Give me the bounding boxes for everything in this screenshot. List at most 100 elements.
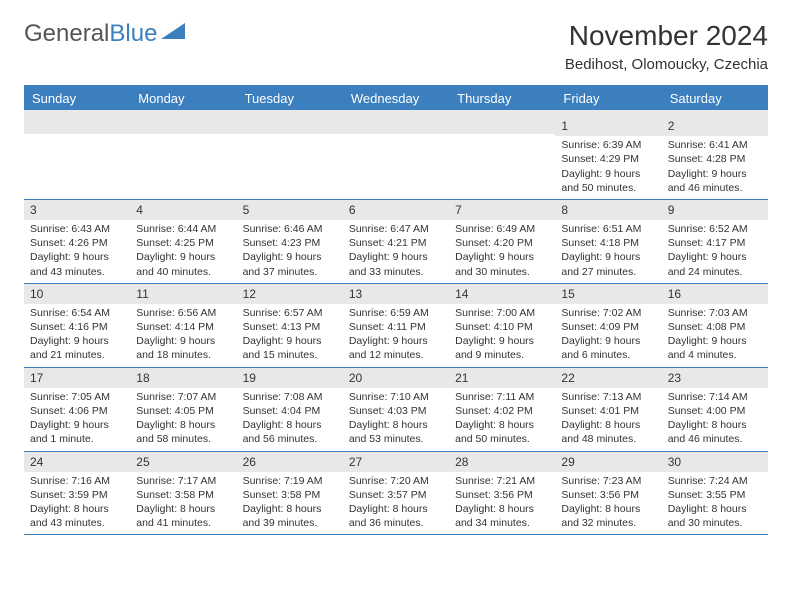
day-cell: 7Sunrise: 6:49 AMSunset: 4:20 PMDaylight… <box>449 200 555 283</box>
logo-word1: General <box>24 20 109 48</box>
day-cell: 1Sunrise: 6:39 AMSunset: 4:29 PMDaylight… <box>555 116 661 199</box>
week-row: 10Sunrise: 6:54 AMSunset: 4:16 PMDayligh… <box>24 284 768 368</box>
daylight-text: Daylight: 9 hours and 50 minutes. <box>561 167 655 195</box>
sunrise-text: Sunrise: 7:07 AM <box>136 390 230 404</box>
day-number: 22 <box>555 368 661 388</box>
day-cell: 15Sunrise: 7:02 AMSunset: 4:09 PMDayligh… <box>555 284 661 367</box>
daylight-text: Daylight: 9 hours and 30 minutes. <box>455 250 549 278</box>
sunrise-text: Sunrise: 6:41 AM <box>668 138 762 152</box>
day-number: 9 <box>662 200 768 220</box>
calendar: SundayMondayTuesdayWednesdayThursdayFrid… <box>24 85 768 535</box>
sunrise-text: Sunrise: 6:51 AM <box>561 222 655 236</box>
daylight-text: Daylight: 8 hours and 50 minutes. <box>455 418 549 446</box>
day-cell: 3Sunrise: 6:43 AMSunset: 4:26 PMDaylight… <box>24 200 130 283</box>
sunset-text: Sunset: 4:16 PM <box>30 320 124 334</box>
triangle-icon <box>161 20 187 48</box>
daylight-text: Daylight: 9 hours and 18 minutes. <box>136 334 230 362</box>
day-cell: 23Sunrise: 7:14 AMSunset: 4:00 PMDayligh… <box>662 368 768 451</box>
sunrise-text: Sunrise: 6:54 AM <box>30 306 124 320</box>
day-number: 28 <box>449 452 555 472</box>
sunset-text: Sunset: 3:58 PM <box>243 488 337 502</box>
daylight-text: Daylight: 9 hours and 1 minute. <box>30 418 124 446</box>
daylight-text: Daylight: 8 hours and 39 minutes. <box>243 502 337 530</box>
day-number: 30 <box>662 452 768 472</box>
sunrise-text: Sunrise: 7:14 AM <box>668 390 762 404</box>
day-body: Sunrise: 6:59 AMSunset: 4:11 PMDaylight:… <box>343 304 449 367</box>
sunrise-text: Sunrise: 7:24 AM <box>668 474 762 488</box>
day-number: 18 <box>130 368 236 388</box>
day-number: 13 <box>343 284 449 304</box>
week-row: 1Sunrise: 6:39 AMSunset: 4:29 PMDaylight… <box>24 116 768 200</box>
sunset-text: Sunset: 4:01 PM <box>561 404 655 418</box>
day-cell: 10Sunrise: 6:54 AMSunset: 4:16 PMDayligh… <box>24 284 130 367</box>
daylight-text: Daylight: 9 hours and 21 minutes. <box>30 334 124 362</box>
daylight-text: Daylight: 9 hours and 24 minutes. <box>668 250 762 278</box>
sunset-text: Sunset: 3:56 PM <box>561 488 655 502</box>
day-number: 8 <box>555 200 661 220</box>
week-row: 24Sunrise: 7:16 AMSunset: 3:59 PMDayligh… <box>24 452 768 536</box>
day-body: Sunrise: 7:21 AMSunset: 3:56 PMDaylight:… <box>449 472 555 535</box>
day-cell: 16Sunrise: 7:03 AMSunset: 4:08 PMDayligh… <box>662 284 768 367</box>
day-number: 17 <box>24 368 130 388</box>
weekday-cell: Saturday <box>662 87 768 110</box>
sunrise-text: Sunrise: 7:20 AM <box>349 474 443 488</box>
logo: GeneralBlue <box>24 20 187 48</box>
day-number <box>449 116 555 134</box>
day-number: 23 <box>662 368 768 388</box>
day-body: Sunrise: 7:17 AMSunset: 3:58 PMDaylight:… <box>130 472 236 535</box>
title-block: November 2024 Bedihost, Olomoucky, Czech… <box>565 20 768 73</box>
day-cell <box>130 116 236 199</box>
daylight-text: Daylight: 8 hours and 48 minutes. <box>561 418 655 446</box>
sunset-text: Sunset: 4:10 PM <box>455 320 549 334</box>
day-number: 15 <box>555 284 661 304</box>
day-number: 3 <box>24 200 130 220</box>
day-body: Sunrise: 6:51 AMSunset: 4:18 PMDaylight:… <box>555 220 661 283</box>
daylight-text: Daylight: 9 hours and 37 minutes. <box>243 250 337 278</box>
day-number: 27 <box>343 452 449 472</box>
day-body: Sunrise: 7:13 AMSunset: 4:01 PMDaylight:… <box>555 388 661 451</box>
day-body: Sunrise: 7:16 AMSunset: 3:59 PMDaylight:… <box>24 472 130 535</box>
daylight-text: Daylight: 9 hours and 46 minutes. <box>668 167 762 195</box>
day-cell <box>449 116 555 199</box>
daylight-text: Daylight: 9 hours and 43 minutes. <box>30 250 124 278</box>
day-cell: 17Sunrise: 7:05 AMSunset: 4:06 PMDayligh… <box>24 368 130 451</box>
day-body: Sunrise: 6:54 AMSunset: 4:16 PMDaylight:… <box>24 304 130 367</box>
day-body: Sunrise: 6:49 AMSunset: 4:20 PMDaylight:… <box>449 220 555 283</box>
day-body: Sunrise: 7:24 AMSunset: 3:55 PMDaylight:… <box>662 472 768 535</box>
daylight-text: Daylight: 9 hours and 40 minutes. <box>136 250 230 278</box>
daylight-text: Daylight: 8 hours and 46 minutes. <box>668 418 762 446</box>
day-body: Sunrise: 7:23 AMSunset: 3:56 PMDaylight:… <box>555 472 661 535</box>
day-cell: 2Sunrise: 6:41 AMSunset: 4:28 PMDaylight… <box>662 116 768 199</box>
daylight-text: Daylight: 8 hours and 32 minutes. <box>561 502 655 530</box>
day-body: Sunrise: 7:19 AMSunset: 3:58 PMDaylight:… <box>237 472 343 535</box>
day-cell: 4Sunrise: 6:44 AMSunset: 4:25 PMDaylight… <box>130 200 236 283</box>
day-body: Sunrise: 6:43 AMSunset: 4:26 PMDaylight:… <box>24 220 130 283</box>
day-number: 26 <box>237 452 343 472</box>
sunrise-text: Sunrise: 7:13 AM <box>561 390 655 404</box>
day-body: Sunrise: 7:03 AMSunset: 4:08 PMDaylight:… <box>662 304 768 367</box>
sunrise-text: Sunrise: 6:49 AM <box>455 222 549 236</box>
day-number: 7 <box>449 200 555 220</box>
weekday-cell: Sunday <box>24 87 130 110</box>
sunset-text: Sunset: 4:29 PM <box>561 152 655 166</box>
sunset-text: Sunset: 4:05 PM <box>136 404 230 418</box>
sunset-text: Sunset: 4:02 PM <box>455 404 549 418</box>
day-number: 6 <box>343 200 449 220</box>
day-number: 16 <box>662 284 768 304</box>
day-body: Sunrise: 7:20 AMSunset: 3:57 PMDaylight:… <box>343 472 449 535</box>
day-body: Sunrise: 6:44 AMSunset: 4:25 PMDaylight:… <box>130 220 236 283</box>
daylight-text: Daylight: 8 hours and 30 minutes. <box>668 502 762 530</box>
sunrise-text: Sunrise: 7:21 AM <box>455 474 549 488</box>
sunrise-text: Sunrise: 7:10 AM <box>349 390 443 404</box>
day-cell: 14Sunrise: 7:00 AMSunset: 4:10 PMDayligh… <box>449 284 555 367</box>
day-cell: 9Sunrise: 6:52 AMSunset: 4:17 PMDaylight… <box>662 200 768 283</box>
day-body: Sunrise: 6:56 AMSunset: 4:14 PMDaylight:… <box>130 304 236 367</box>
daylight-text: Daylight: 8 hours and 34 minutes. <box>455 502 549 530</box>
sunset-text: Sunset: 4:08 PM <box>668 320 762 334</box>
day-cell: 11Sunrise: 6:56 AMSunset: 4:14 PMDayligh… <box>130 284 236 367</box>
day-number: 24 <box>24 452 130 472</box>
logo-word2: Blue <box>109 20 157 48</box>
day-number <box>237 116 343 134</box>
day-cell: 19Sunrise: 7:08 AMSunset: 4:04 PMDayligh… <box>237 368 343 451</box>
day-number: 1 <box>555 116 661 136</box>
